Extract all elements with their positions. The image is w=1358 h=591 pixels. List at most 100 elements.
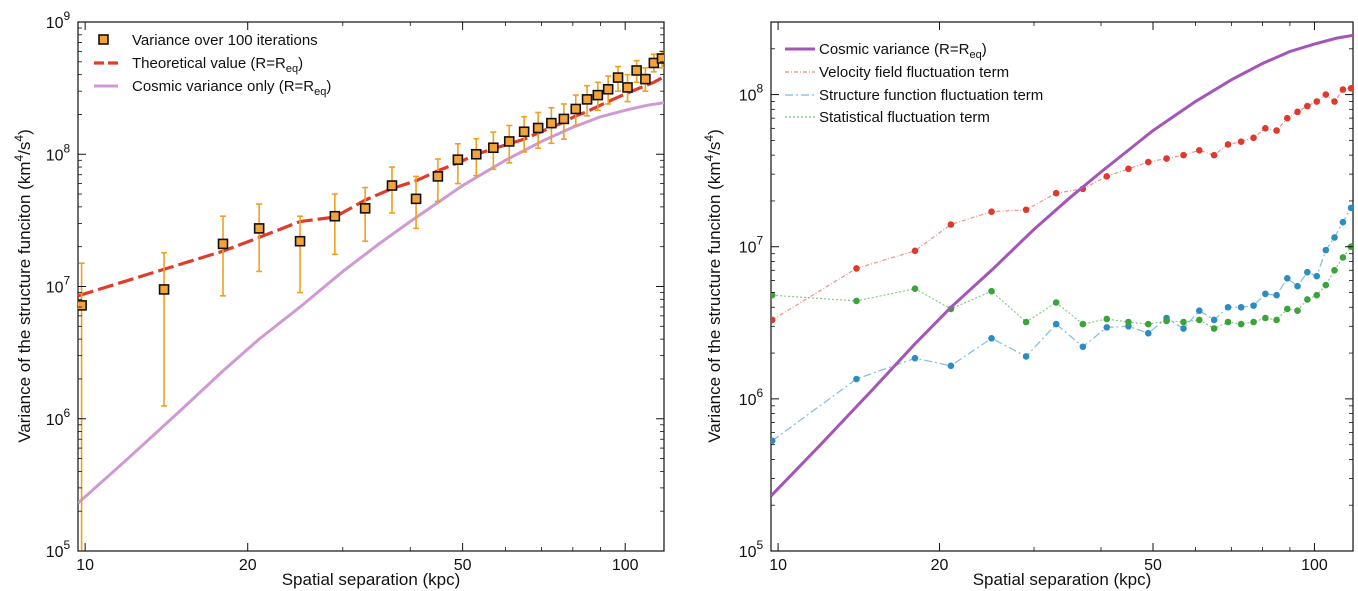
statistical-fluctuation-term-point <box>1210 325 1218 332</box>
y-axis-label-left: Variance of the structure funciton (km4/… <box>12 129 34 443</box>
structure-function-term-point <box>1347 204 1353 212</box>
structure-function-term-point <box>947 362 955 370</box>
right-y-tick-label-0: 105 <box>739 538 764 561</box>
cosmic-variance-line <box>78 101 664 505</box>
data-point <box>546 117 557 129</box>
legend-right: Cosmic variance (R=Req) Velocity field fl… <box>785 41 1043 126</box>
right-x-tick-label-2: 50 <box>1144 557 1162 574</box>
legend-label-right-0: Cosmic variance (R=Req) <box>819 41 987 61</box>
velocity-field-term-point <box>988 208 995 215</box>
data-point <box>158 284 170 295</box>
statistical-fluctuation-term-point <box>1052 299 1060 306</box>
data-point <box>488 142 499 154</box>
structure-function-term-point <box>1079 343 1087 351</box>
velocity-field-term-point <box>1224 141 1232 148</box>
data-point <box>631 65 642 76</box>
velocity-field-term-point <box>947 221 955 228</box>
velocity-field-term-point <box>1210 151 1218 159</box>
data-point <box>78 300 87 311</box>
velocity-field-term-point <box>1237 138 1245 146</box>
left-x-tick-label-0: 10 <box>76 557 94 574</box>
structure-function-term-point <box>1273 291 1280 299</box>
velocity-field-term-point <box>1125 165 1132 173</box>
left-x-tick-label-2: 50 <box>454 557 472 574</box>
statistical-fluctuation-term-point <box>1339 254 1347 261</box>
right-y-tick-label-2: 107 <box>739 234 764 257</box>
structure-function-term-point <box>1322 246 1330 254</box>
left-clipped-marks <box>78 50 664 551</box>
statistical-fluctuation-term-point <box>1022 318 1030 326</box>
left-y-tick-label-0: 105 <box>46 538 71 561</box>
velocity-field-term-point <box>1180 151 1187 159</box>
statistical-fluctuation-term-point <box>1284 305 1291 313</box>
data-point <box>217 238 229 250</box>
y-axis-label-right: Variance of the structure funciton (km4/… <box>702 129 724 443</box>
velocity-field-term-point <box>1262 125 1269 132</box>
structure-function-term-point <box>1304 268 1311 276</box>
velocity-field-term-point <box>1022 206 1030 214</box>
velocity-field-term-point <box>1294 108 1301 116</box>
structure-function-term-point <box>1196 307 1203 314</box>
left-x-tick-label-3: 100 <box>612 557 639 574</box>
statistical-fluctuation-term-point <box>1250 318 1257 326</box>
data-point <box>592 89 604 101</box>
velocity-field-term-point <box>1304 102 1311 110</box>
legend-left: Variance over 100 iterations Theoretical … <box>94 32 331 98</box>
data-point <box>570 103 582 115</box>
right-y-tick-label-3: 108 <box>739 82 764 105</box>
data-point <box>602 83 614 95</box>
statistical-fluctuation-term-point <box>988 287 995 295</box>
data-point <box>622 82 633 93</box>
legend-marker-points <box>98 34 109 45</box>
data-point <box>518 126 530 138</box>
structure-function-term-point <box>1022 353 1030 360</box>
data-point <box>329 210 341 222</box>
statistical-fluctuation-term-point <box>1125 318 1132 326</box>
legend-label-left-2: Cosmic variance only (R=Req) <box>132 78 331 98</box>
right-clipped-marks <box>771 33 1353 498</box>
statistical-fluctuation-term-point <box>1304 296 1311 303</box>
velocity-field-term-point <box>1052 189 1060 197</box>
statistical-fluctuation-term-point <box>1331 266 1338 274</box>
statistical-fluctuation-term-point <box>1294 307 1301 314</box>
data-point <box>386 180 398 191</box>
x-axis-label-right: Spatial separation (kpc) <box>973 570 1152 589</box>
structure-function-term-point <box>771 437 776 445</box>
data-point <box>581 94 593 105</box>
cosmic-variance-line-right <box>771 33 1353 498</box>
data-point <box>656 53 664 64</box>
velocity-field-term-point <box>1313 98 1321 105</box>
structure-function-term-point <box>1339 218 1347 226</box>
velocity-field-term-point <box>1339 86 1347 93</box>
data-point <box>410 193 422 205</box>
statistical-fluctuation-term-point <box>853 297 860 305</box>
data-point <box>452 154 464 165</box>
structure-function-term-point <box>1250 302 1257 309</box>
data-point <box>640 73 651 85</box>
left-y-tick-label-2: 107 <box>46 274 71 297</box>
chart-right: 10 20 50 100 105 106 107 108 Spatial separation… <box>702 21 1354 589</box>
velocity-field-term-point <box>1273 127 1280 134</box>
structure-function-term-point <box>1262 290 1269 298</box>
right-y-tick-label-1: 106 <box>739 386 764 409</box>
velocity-field-term-point <box>1331 98 1338 105</box>
structure-function-term-point <box>1210 316 1218 324</box>
left-plot-marks <box>78 50 664 551</box>
data-point <box>470 148 482 160</box>
right-x-tick-label-3: 100 <box>1301 557 1328 574</box>
statistical-fluctuation-term-point <box>1262 314 1269 322</box>
data-point <box>294 235 306 247</box>
statistical-fluctuation-term-point <box>1313 291 1321 299</box>
structure-function-term-point <box>1331 234 1338 241</box>
data-point <box>558 113 570 125</box>
structure-function-term-point <box>1144 329 1152 337</box>
left-y-tick-label-3: 108 <box>46 141 71 164</box>
statistical-fluctuation-term-point <box>1322 281 1330 289</box>
velocity-field-term-point <box>1347 84 1353 92</box>
legend-label-right-2: Structure function fluctuation term <box>819 87 1043 104</box>
left-y-tick-label-4: 109 <box>46 9 71 32</box>
data-point <box>253 223 265 234</box>
structure-function-term-point <box>911 354 919 362</box>
theoretical-value-line <box>78 75 664 298</box>
